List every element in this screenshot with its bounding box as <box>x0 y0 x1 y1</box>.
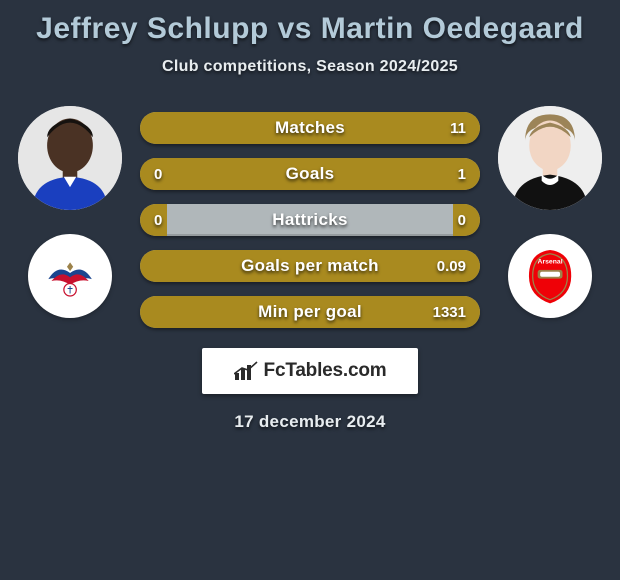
player1-crest <box>28 234 112 318</box>
stat-label: Matches <box>140 118 480 138</box>
crystal-palace-crest-icon <box>39 245 101 307</box>
source-logo-text: FcTables.com <box>264 360 387 382</box>
stat-row: Hattricks0 0 <box>140 204 480 236</box>
comparison-card: Jeffrey Schlupp vs Martin Oedegaard Club… <box>0 0 620 440</box>
compare-area: Matches11Goals01Hattricks00Goals per mat… <box>10 106 610 328</box>
stat-label: Goals <box>140 164 480 184</box>
stat-value-left: 0 <box>154 166 162 183</box>
subtitle: Club competitions, Season 2024/2025 <box>10 58 610 76</box>
stat-value-right: 1 <box>458 166 466 183</box>
stat-row: Min per goal1331 <box>140 296 480 328</box>
source-logo: FcTables.com <box>202 348 418 394</box>
stat-label: Min per goal <box>140 302 480 322</box>
stat-value-right: 1331 <box>433 304 466 321</box>
stat-bars: Matches11Goals01Hattricks00Goals per mat… <box>140 106 480 328</box>
stat-label: Goals per match <box>140 256 480 276</box>
date-label: 17 december 2024 <box>10 412 610 432</box>
stat-row: Matches11 <box>140 112 480 144</box>
player2-column: Arsenal <box>498 106 602 318</box>
player2-crest: Arsenal <box>508 234 592 318</box>
stat-value-left: 0 <box>154 212 162 229</box>
bar-chart-icon <box>234 361 258 381</box>
arsenal-crest-icon: Arsenal <box>519 245 581 307</box>
stat-label: Hattricks <box>140 210 480 230</box>
stat-value-right: 0.09 <box>437 258 466 275</box>
player1-avatar-svg <box>18 106 122 210</box>
stat-value-right: 0 <box>458 212 466 229</box>
stat-row: Goals0 1 <box>140 158 480 190</box>
player1-column <box>18 106 122 318</box>
svg-text:Arsenal: Arsenal <box>537 259 562 266</box>
player2-avatar-svg <box>498 106 602 210</box>
stat-value-right: 11 <box>450 120 466 137</box>
player1-avatar <box>18 106 122 210</box>
player2-avatar <box>498 106 602 210</box>
stat-row: Goals per match0.09 <box>140 250 480 282</box>
page-title: Jeffrey Schlupp vs Martin Oedegaard <box>10 12 610 46</box>
